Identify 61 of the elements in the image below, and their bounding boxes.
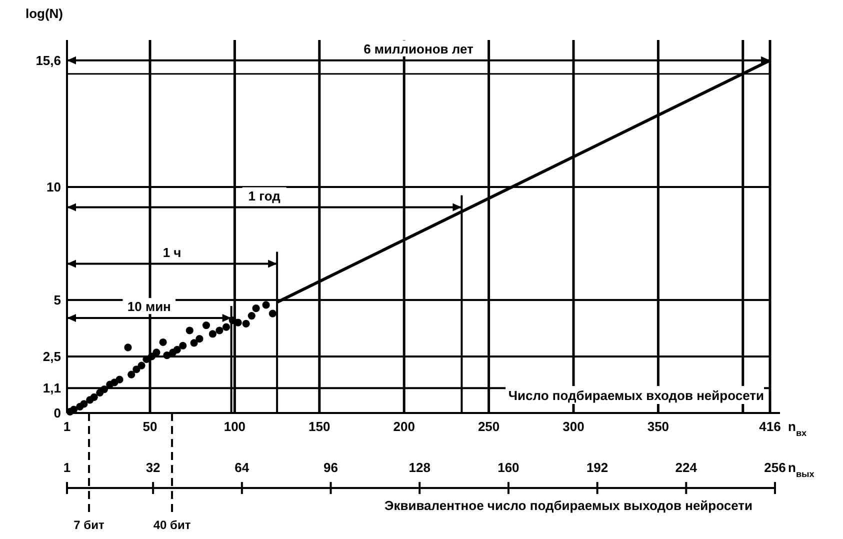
point	[242, 320, 250, 328]
x-tick-label: 350	[647, 419, 670, 434]
point	[132, 366, 140, 374]
y-tick-label: 5	[54, 292, 61, 308]
y-tick-label: 1,1	[42, 380, 61, 396]
x-tick-label: 416	[759, 419, 781, 434]
point	[262, 301, 270, 309]
ref-line-label: 1 ч	[162, 244, 182, 260]
point	[190, 339, 198, 347]
x-axis-title: n$_{вх}$	[788, 419, 807, 438]
x-tick-label: 300	[562, 419, 584, 434]
y-tick-label: 10	[46, 179, 61, 194]
ref-line-label: 6 миллионов лет	[364, 41, 474, 56]
point	[138, 362, 146, 370]
x2-tick-label: 32	[146, 460, 160, 475]
text: Эквивалентное число подбираемых выходов нейросети	[384, 498, 753, 513]
y-tick-label: 0	[54, 406, 61, 420]
x2-tick-label: 96	[324, 460, 338, 475]
x-tick-label: 1	[63, 419, 71, 434]
point	[222, 323, 230, 331]
x2-tick-label: 1	[63, 460, 71, 475]
x-tick-label: 200	[393, 419, 415, 434]
point	[173, 346, 181, 354]
point	[124, 344, 132, 352]
point	[128, 370, 136, 378]
point	[268, 310, 276, 318]
point	[248, 312, 256, 320]
ref-line-label: 1 год	[248, 188, 282, 204]
x2-tick-label: 64	[234, 460, 250, 475]
x2-axis-title: n$_{вых}$	[788, 460, 814, 479]
point	[186, 326, 194, 334]
point	[148, 352, 156, 360]
x2-tick-label: 224	[675, 460, 698, 475]
ref-line-label: 7 бит	[74, 518, 104, 532]
point	[90, 393, 98, 401]
point	[100, 385, 108, 394]
point	[80, 400, 88, 408]
point	[116, 376, 124, 384]
ref-line-label: 40 бит	[153, 518, 191, 532]
point	[208, 330, 216, 338]
point	[196, 335, 204, 343]
y-tick-label: 15,6	[36, 52, 61, 68]
x2-tick-label: 256	[764, 460, 786, 475]
annotation: Число подбираемых входов нейросети	[508, 388, 764, 403]
point	[163, 352, 171, 360]
point	[152, 348, 160, 356]
x2-tick-label: 160	[498, 460, 520, 475]
point	[179, 342, 187, 350]
x-tick-label: 150	[308, 419, 330, 434]
y-tick-label: 2,5	[42, 348, 61, 364]
ref-line-label: 10 мин	[127, 299, 171, 314]
point	[216, 326, 224, 334]
y-axis-title: log(N)	[25, 6, 63, 21]
x-tick-label: 50	[142, 419, 158, 434]
x-tick-label: 100	[224, 419, 246, 434]
point	[202, 321, 210, 330]
x2-tick-label: 128	[408, 460, 430, 475]
x2-tick-label: 192	[586, 460, 608, 475]
x-tick-label: 250	[478, 419, 500, 434]
point	[159, 338, 167, 346]
point	[252, 304, 260, 312]
